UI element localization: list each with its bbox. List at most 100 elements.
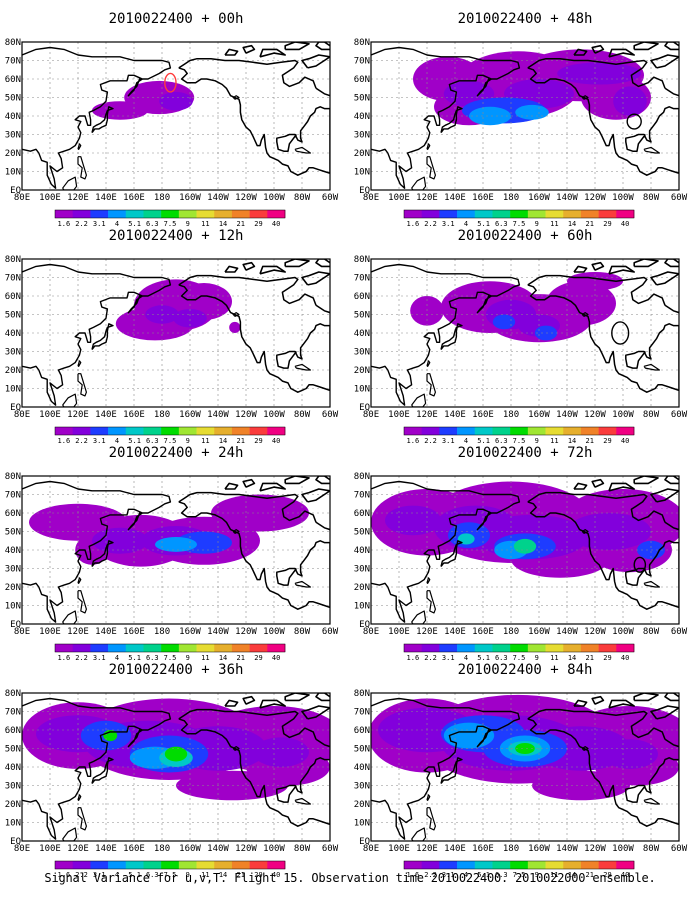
coastline — [426, 577, 431, 584]
lon-tick-label: 100E — [39, 627, 61, 637]
colorbar-swatch — [598, 644, 617, 652]
lat-tick-label: 20N — [354, 366, 370, 376]
coastline — [573, 482, 588, 490]
lat-tick-label: EQ — [10, 403, 21, 413]
colorbar-swatch — [457, 210, 476, 218]
lat-tick-label: 60N — [354, 75, 370, 85]
coastline — [440, 540, 463, 568]
colorbar-swatch — [196, 210, 215, 218]
observation-ring — [633, 556, 647, 573]
coastline — [426, 373, 436, 397]
coastline — [62, 827, 78, 841]
colorbar-swatch — [55, 210, 73, 218]
map-frame — [370, 692, 680, 842]
coastline — [664, 304, 679, 314]
coastline — [315, 259, 330, 268]
colorbar-swatch — [125, 644, 144, 652]
lat-tick-label: 60N — [354, 509, 370, 519]
colorbar-swatch — [178, 210, 197, 218]
colorbar-swatch — [55, 861, 73, 869]
colorbar-frame — [403, 860, 635, 870]
colorbar-label: 9 — [535, 871, 539, 879]
colorbar-swatch — [474, 644, 493, 652]
lon-tick-label: 160E — [472, 844, 494, 854]
lon-tick-label: 160E — [123, 844, 145, 854]
colorbar-swatch — [492, 861, 511, 869]
colorbar-swatch — [510, 427, 529, 435]
signal-contour — [155, 537, 197, 552]
lon-tick-label: 100W — [612, 627, 634, 637]
lat-tick-label: 30N — [354, 782, 370, 792]
lat-tick-label: 80N — [5, 38, 21, 48]
coastline — [608, 48, 636, 58]
signal-contour — [457, 533, 475, 545]
colorbar-swatch — [421, 210, 440, 218]
colorbar-label: 2.2 — [424, 437, 437, 445]
colorbar-label: 14 — [219, 654, 227, 662]
colorbar-label: 1.6 — [58, 654, 71, 662]
coastline — [294, 580, 311, 588]
colorbar-label: 2.2 — [424, 654, 437, 662]
colorbar-swatch — [196, 644, 215, 652]
lat-tick-label: 80N — [5, 472, 21, 482]
colorbar-frame — [54, 860, 286, 870]
map-panel-0h: 2010022400 + 00h 80E 100E 120E 140E 160E 180 16… — [5, 11, 339, 228]
colorbar-label: 2.2 — [424, 871, 437, 879]
observation-ring — [611, 321, 630, 345]
colorbar-label: 4 — [115, 654, 119, 662]
coastline — [77, 577, 82, 584]
coastline — [259, 482, 287, 492]
lat-tick-label: 70N — [5, 491, 21, 501]
colorbar-label: 7.5 — [513, 437, 526, 445]
map-area — [371, 476, 679, 624]
lon-tick-label: 100W — [612, 410, 634, 420]
signal-contour — [211, 494, 309, 532]
coastline — [371, 480, 521, 623]
colorbar-swatch — [125, 427, 144, 435]
colorbar-swatch — [143, 644, 162, 652]
colorbar-label: 1.6 — [58, 871, 71, 879]
colorbar-label: 11 — [201, 437, 209, 445]
lon-tick-label: 160E — [472, 410, 494, 420]
colorbar-label: 21 — [586, 220, 594, 228]
lat-tick-label: 70N — [5, 708, 21, 718]
colorbar-swatch — [492, 644, 511, 652]
lat-tick-label: 60N — [5, 726, 21, 736]
colorbar-label: 14 — [568, 654, 576, 662]
coastline — [242, 261, 256, 271]
colorbar-swatch — [580, 210, 599, 218]
colorbar-frame — [54, 209, 286, 219]
signal-contour — [515, 742, 535, 755]
coastline — [315, 521, 330, 531]
lat-tick-label: 80N — [5, 689, 21, 699]
lat-tick-label: 30N — [5, 782, 21, 792]
lon-tick-label: 120E — [67, 844, 89, 854]
colorbar-label: 3.1 — [442, 654, 455, 662]
figure-caption: Signal Variance for u,v,T. Flight 15. Ob… — [44, 871, 656, 885]
colorbar-swatch — [510, 861, 529, 869]
colorbar-swatch — [421, 427, 440, 435]
coastline — [284, 259, 310, 268]
coastline — [77, 360, 82, 367]
colorbar-label: 29 — [254, 654, 262, 662]
coastline — [259, 265, 287, 275]
lat-tick-label: 10N — [354, 602, 370, 612]
colorbar-swatch — [527, 644, 546, 652]
lon-tick-label: 140W — [207, 410, 229, 420]
signal-contour — [229, 321, 241, 334]
coastline — [62, 610, 78, 624]
coastline — [591, 261, 605, 271]
colorbar-swatch — [231, 210, 250, 218]
coastline — [301, 271, 330, 286]
colorbar-label: 40 — [621, 437, 629, 445]
colorbar-label: 7.5 — [513, 654, 526, 662]
map-panel-12h: 2010022400 + 12h 80E 100E 120E 140E 160E 180 16… — [5, 228, 339, 445]
lon-tick-label: 100W — [263, 844, 285, 854]
colorbar-label: 7.5 — [164, 871, 177, 879]
colorbar-label: 1.6 — [58, 220, 71, 228]
lon-tick-label: 180 — [154, 627, 170, 637]
coastline — [77, 794, 82, 801]
coastline — [301, 705, 330, 720]
colorbar-swatch — [545, 861, 564, 869]
